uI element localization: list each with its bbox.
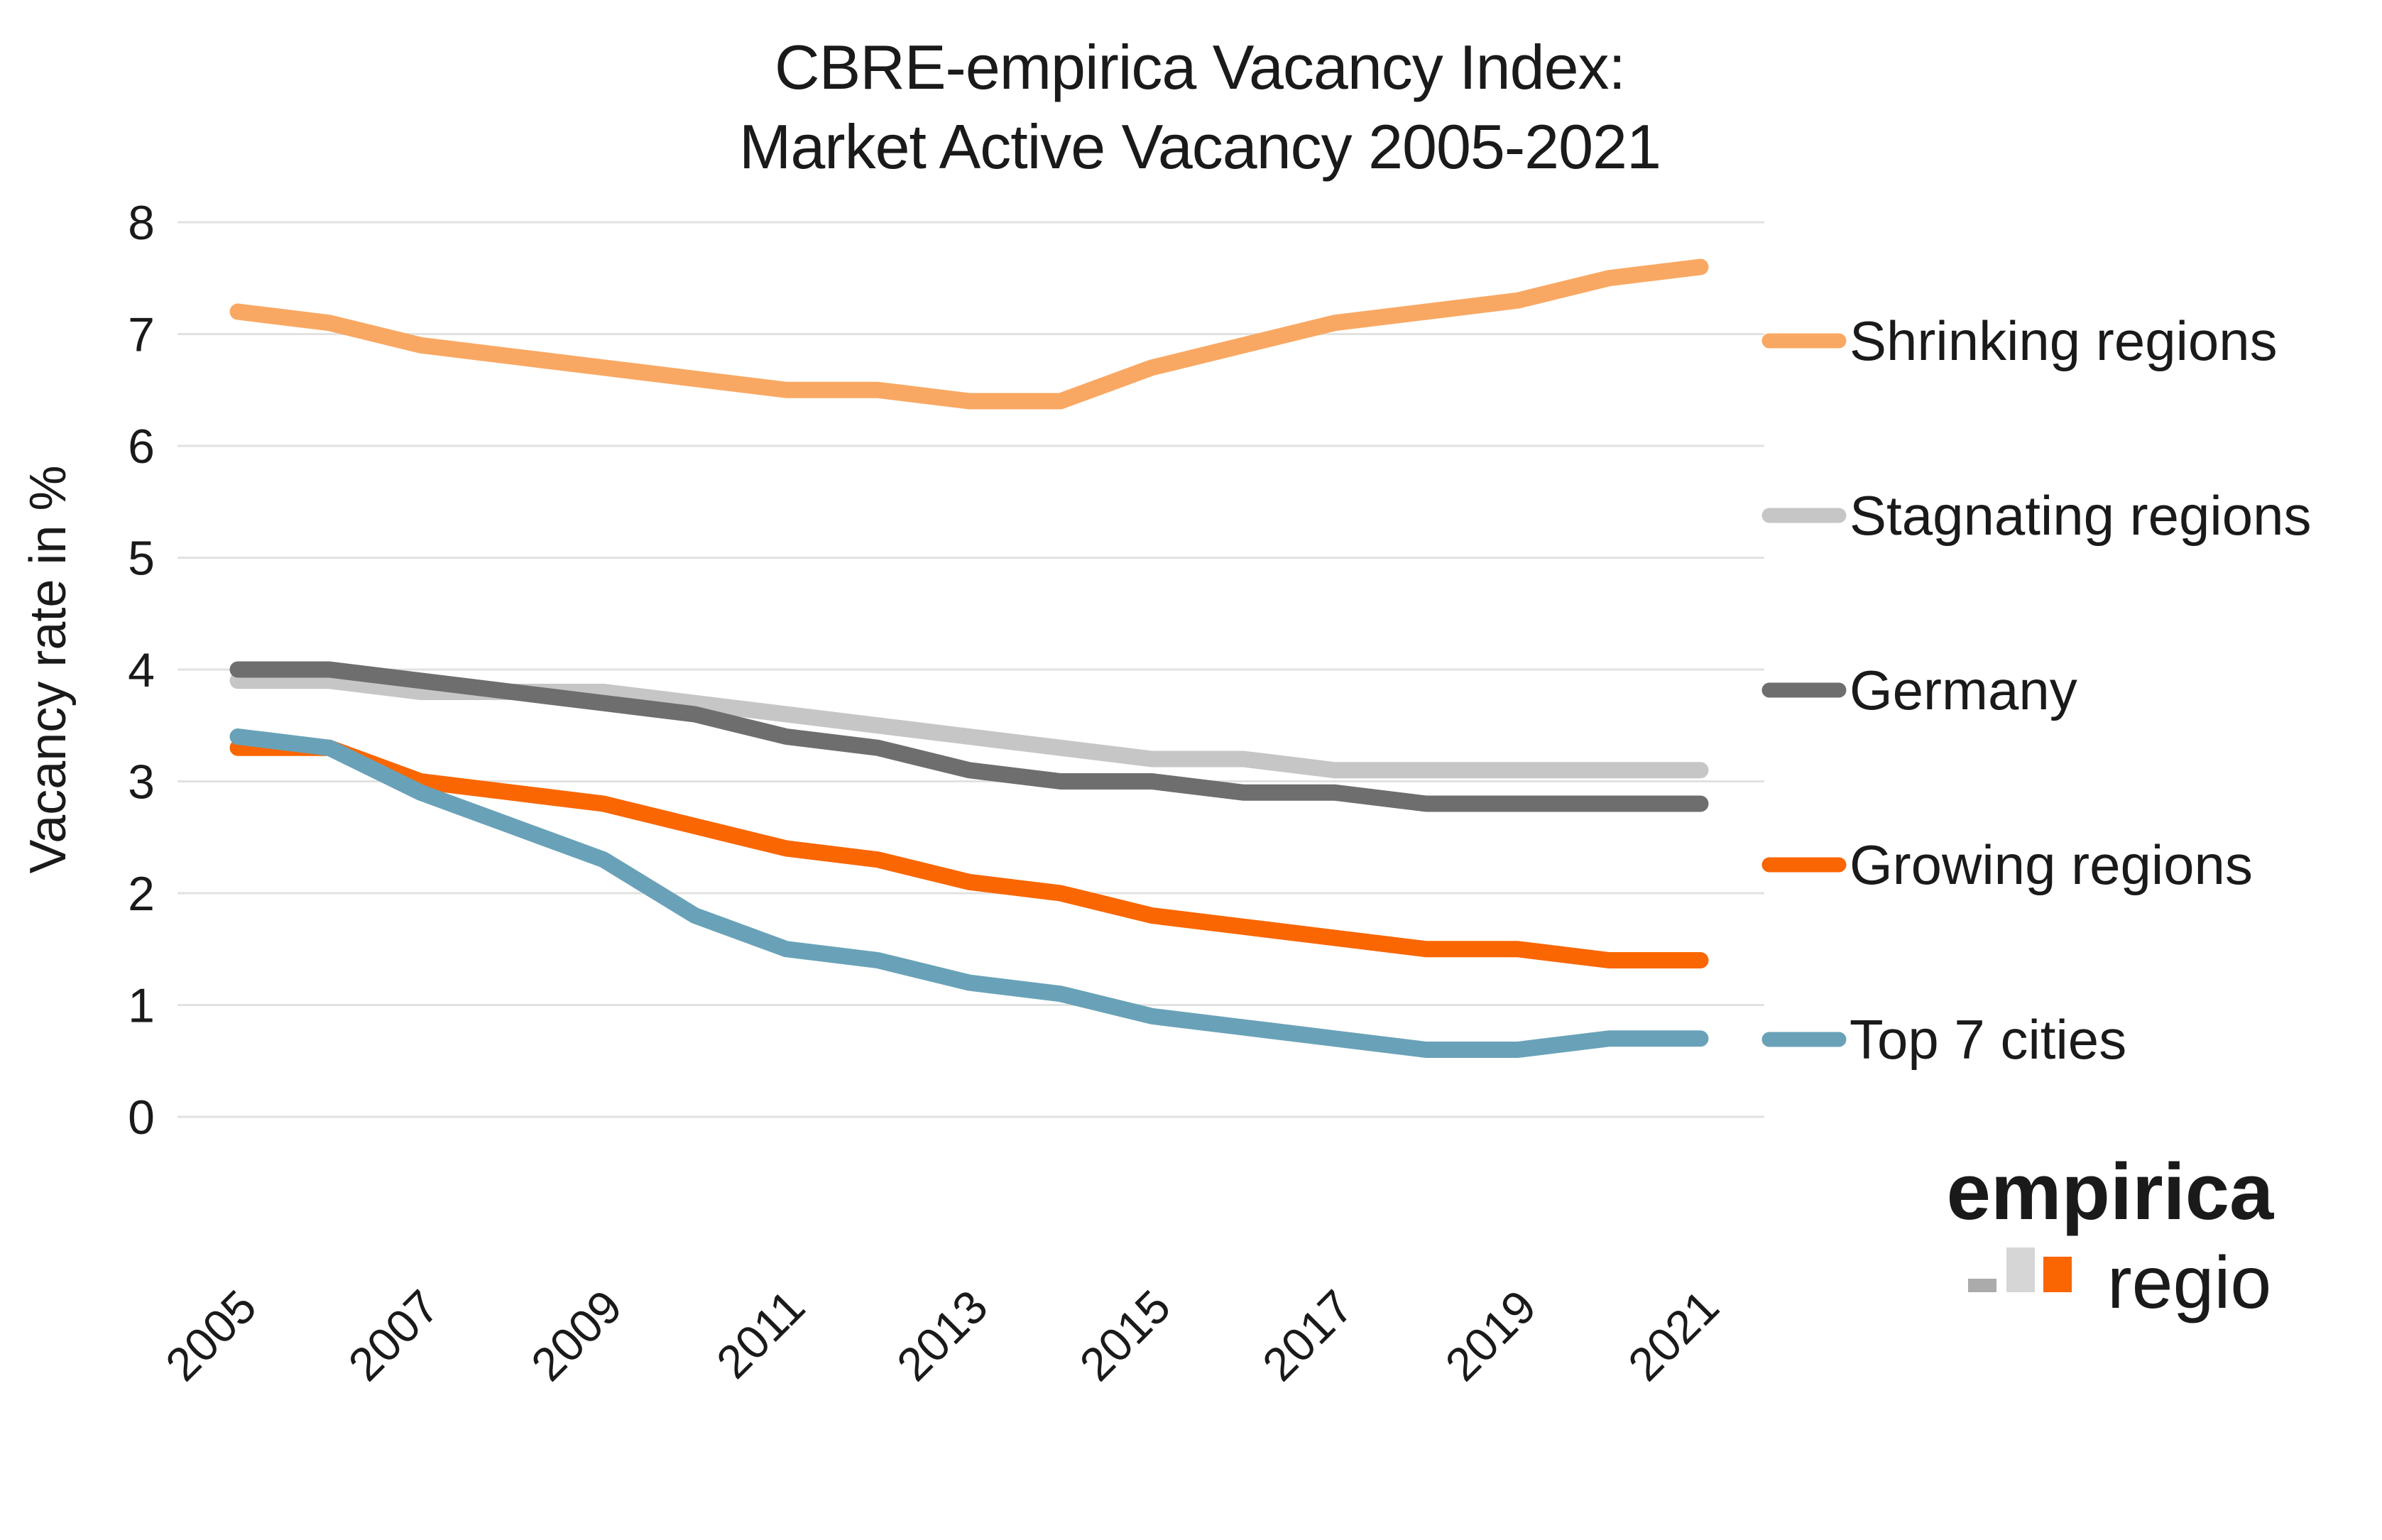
logo-bar-small-icon <box>1968 1279 1996 1292</box>
y-tick-label-1: 1 <box>128 979 155 1033</box>
y-tick-label-4: 4 <box>128 643 155 697</box>
chart-title-line1: CBRE-empirica Vacancy Index: <box>775 32 1625 102</box>
x-tick-label-2011: 2011 <box>706 1280 815 1389</box>
series-line-shrinking-regions <box>229 258 1709 410</box>
series-line-germany <box>229 661 1709 812</box>
legend-item-germany: Germany <box>1761 659 2077 721</box>
legend-label-stagnating-regions: Stagnating regions <box>1850 484 2311 547</box>
y-tick-label-2: 2 <box>128 867 155 921</box>
legend-label-growing-regions: Growing regions <box>1850 834 2253 896</box>
y-tick-label-8: 8 <box>128 196 155 250</box>
x-tick-label-2019: 2019 <box>1435 1280 1546 1391</box>
x-axis-tick-labels: 2005 2007 2009 2011 2013 2015 2017 2019 2021 <box>155 1280 1729 1391</box>
y-tick-label-5: 5 <box>128 532 155 586</box>
legend-item-stagnating-regions: Stagnating regions <box>1761 484 2311 547</box>
x-tick-label-2015: 2015 <box>1069 1280 1180 1391</box>
series-lines <box>229 258 1709 1058</box>
x-tick-label-2013: 2013 <box>887 1280 998 1391</box>
chart-title-line2: Market Active Vacancy 2005-2021 <box>739 111 1661 182</box>
logo-wordmark-empirica: empirica <box>1947 1147 2274 1236</box>
chart-legend: Shrinking regions Stagnating regions Germa… <box>1761 310 2311 1071</box>
legend-item-top-7-cities: Top 7 cities <box>1761 1008 2126 1071</box>
logo-bar-orange-icon <box>2043 1257 2072 1292</box>
empirica-regio-logo: empirica regio <box>1947 1147 2274 1324</box>
legend-item-growing-regions: Growing regions <box>1761 834 2253 896</box>
y-tick-label-0: 0 <box>128 1091 155 1145</box>
series-line-stagnating-regions <box>229 672 1709 779</box>
x-tick-label-2017: 2017 <box>1252 1280 1363 1391</box>
legend-label-shrinking-regions: Shrinking regions <box>1850 310 2278 372</box>
x-tick-label-2007: 2007 <box>338 1280 449 1391</box>
logo-wordmark-regio: regio <box>2107 1242 2271 1324</box>
series-line-top-7-cities <box>229 728 1709 1058</box>
legend-item-shrinking-regions: Shrinking regions <box>1761 310 2278 372</box>
y-tick-label-7: 7 <box>128 308 155 362</box>
y-tick-label-6: 6 <box>128 420 155 474</box>
x-tick-label-2005: 2005 <box>155 1280 266 1391</box>
y-tick-label-3: 3 <box>128 755 155 809</box>
y-axis-tick-labels: 0 1 2 3 4 5 6 7 8 <box>128 196 155 1145</box>
legend-label-germany: Germany <box>1850 659 2077 721</box>
x-tick-label-2021: 2021 <box>1618 1280 1729 1391</box>
legend-label-top-7-cities: Top 7 cities <box>1850 1008 2126 1071</box>
y-axis-title: Vacancy rate in % <box>20 466 77 874</box>
logo-bar-tall-icon <box>2006 1247 2035 1292</box>
x-tick-label-2009: 2009 <box>521 1280 632 1391</box>
series-line-growing-regions <box>229 739 1709 968</box>
